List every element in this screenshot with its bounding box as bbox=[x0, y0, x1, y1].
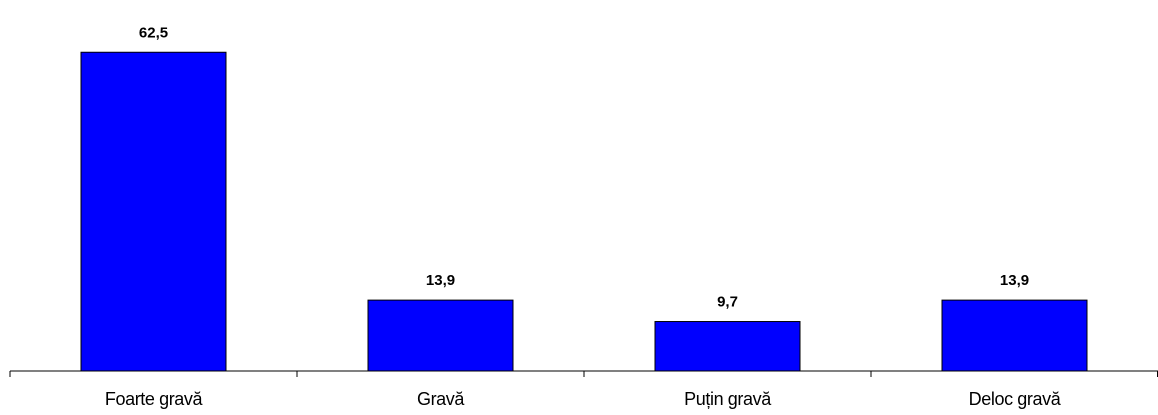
value-label-1: 62,5 bbox=[139, 24, 168, 41]
x-axis bbox=[9, 370, 1158, 377]
category-label-4: Deloc gravă bbox=[969, 389, 1062, 409]
category-label-2: Gravă bbox=[417, 389, 465, 409]
value-label-4: 13,9 bbox=[1000, 272, 1029, 289]
value-label-3: 9,7 bbox=[717, 294, 738, 311]
bar-2 bbox=[367, 299, 514, 372]
category-label-1: Foarte gravă bbox=[105, 389, 204, 409]
value-labels-layer: 62,5 13,9 9,7 13,9 bbox=[139, 24, 1029, 310]
bar-1 bbox=[80, 51, 227, 372]
bar-4 bbox=[941, 299, 1088, 372]
value-label-2: 13,9 bbox=[426, 272, 455, 289]
bars-layer bbox=[80, 51, 1088, 372]
category-labels-layer: Foarte gravă Gravă Puțin gravă Deloc gravă bbox=[105, 389, 1062, 409]
category-label-3: Puțin gravă bbox=[684, 389, 772, 409]
bar-3 bbox=[654, 321, 801, 372]
